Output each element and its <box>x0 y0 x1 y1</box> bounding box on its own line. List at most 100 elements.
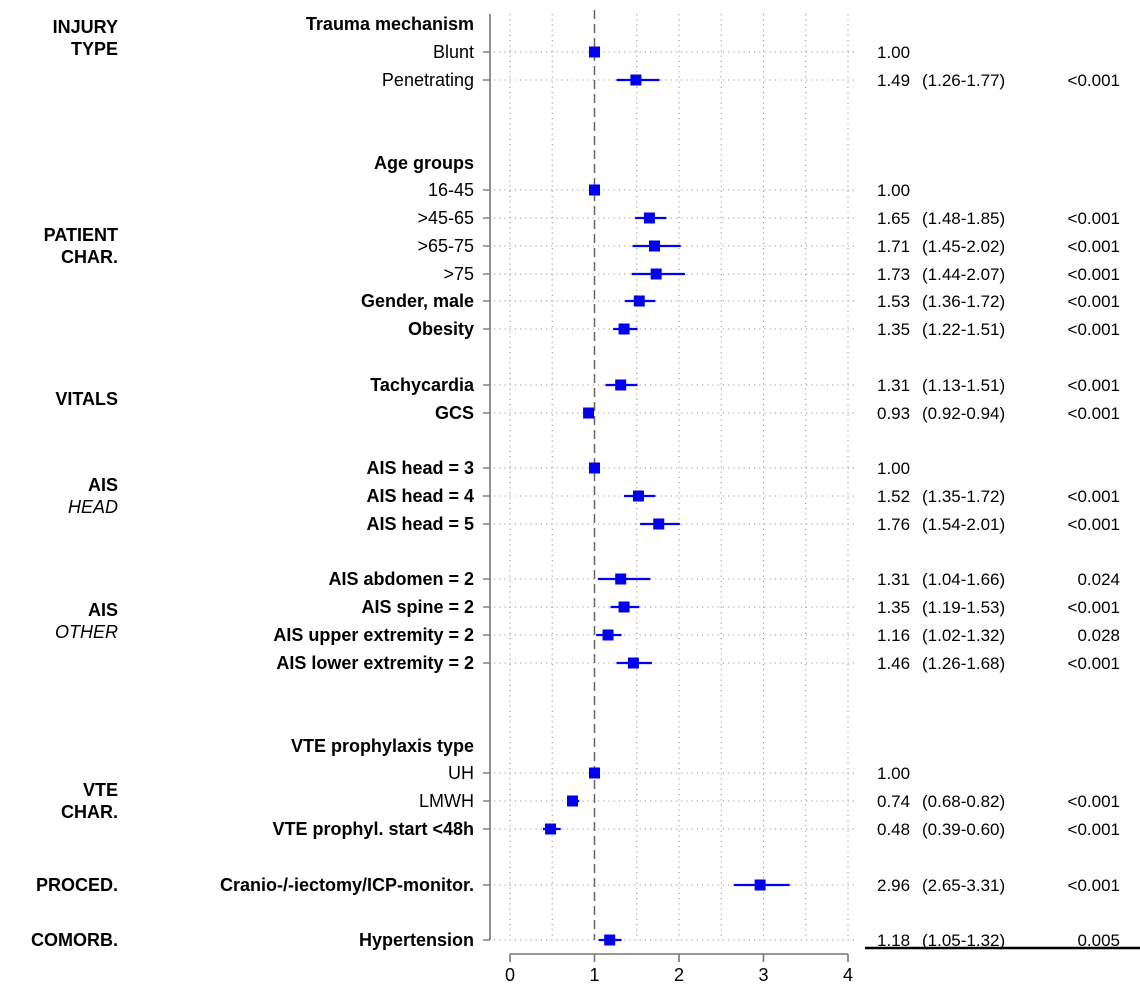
estimate-square <box>604 934 616 946</box>
ci-value: (1.44-2.07) <box>922 265 1005 284</box>
ci-value: (0.39-0.60) <box>922 820 1005 839</box>
estimate-square <box>650 268 662 280</box>
or-value: 1.49 <box>877 71 910 90</box>
estimate-marks <box>542 46 790 946</box>
or-value: 1.16 <box>877 626 910 645</box>
or-value: 1.18 <box>877 931 910 950</box>
row-label: AIS head = 5 <box>366 514 474 534</box>
group-label: INJURY <box>53 17 118 37</box>
p-value: <0.001 <box>1068 792 1120 811</box>
group-label: PROCED. <box>36 875 118 895</box>
or-value: 1.52 <box>877 487 910 506</box>
estimate-square <box>589 767 600 779</box>
group-label: AIS <box>88 600 118 620</box>
row-label: AIS head = 4 <box>366 486 474 506</box>
estimate-square <box>567 795 579 807</box>
estimate-square <box>618 601 630 613</box>
estimate-square <box>589 184 600 196</box>
estimate-square <box>633 295 645 307</box>
x-tick-label: 3 <box>758 965 768 985</box>
x-tick-label: 2 <box>674 965 684 985</box>
estimate-square <box>618 323 630 335</box>
ci-value: (1.35-1.72) <box>922 487 1005 506</box>
p-value: <0.001 <box>1068 654 1120 673</box>
p-value: <0.001 <box>1068 820 1120 839</box>
ci-value: (1.02-1.32) <box>922 626 1005 645</box>
row-label: Obesity <box>408 319 474 339</box>
p-value: <0.001 <box>1068 237 1120 256</box>
value-columns: 1.00 1.49 (1.26-1.77) <0.001 1.00 1.65 (1.48-1… <box>865 43 1140 950</box>
p-value: <0.001 <box>1068 209 1120 228</box>
group-label: CHAR. <box>61 802 118 822</box>
estimate-square <box>632 490 644 502</box>
group-label: VTE <box>83 780 118 800</box>
ci-value: (1.19-1.53) <box>922 598 1005 617</box>
row-label: VTE prophylaxis type <box>291 736 474 756</box>
estimate-square <box>653 518 665 530</box>
row-label: Penetrating <box>382 70 474 90</box>
ci-value: (1.45-2.02) <box>922 237 1005 256</box>
estimate-square <box>589 462 600 474</box>
group-label: COMORB. <box>31 930 118 950</box>
estimate-square <box>615 379 627 391</box>
x-tick-label: 0 <box>505 965 515 985</box>
row-label: AIS head = 3 <box>366 458 474 478</box>
p-value: <0.001 <box>1068 265 1120 284</box>
or-value: 1.31 <box>877 376 910 395</box>
estimate-square <box>602 629 614 641</box>
row-label: Trauma mechanism <box>306 14 474 34</box>
group-label: AIS <box>88 475 118 495</box>
row-label: Gender, male <box>361 291 474 311</box>
ci-value: (1.26-1.68) <box>922 654 1005 673</box>
or-value: 1.71 <box>877 237 910 256</box>
ci-value: (1.13-1.51) <box>922 376 1005 395</box>
or-value: 1.73 <box>877 265 910 284</box>
row-guide-lines <box>494 51 858 941</box>
or-value: 1.00 <box>877 764 910 783</box>
row-label: AIS abdomen = 2 <box>328 569 474 589</box>
group-label: CHAR. <box>61 247 118 267</box>
or-value: 1.53 <box>877 292 910 311</box>
or-value: 1.46 <box>877 654 910 673</box>
group-label: HEAD <box>68 497 118 517</box>
row-label: UH <box>448 763 474 783</box>
p-value: 0.028 <box>1077 626 1120 645</box>
ci-value: (1.04-1.66) <box>922 570 1005 589</box>
or-value: 1.35 <box>877 320 910 339</box>
row-label: AIS lower extremity = 2 <box>276 653 474 673</box>
group-label: PATIENT <box>44 225 118 245</box>
p-value: <0.001 <box>1068 320 1120 339</box>
row-label: >75 <box>443 264 474 284</box>
ci-value: (0.92-0.94) <box>922 404 1005 423</box>
axes: 0 1 2 3 4 <box>483 14 853 985</box>
x-tick-label: 4 <box>843 965 853 985</box>
estimate-square <box>630 74 642 86</box>
estimate-square <box>754 879 766 891</box>
row-label: AIS upper extremity = 2 <box>273 625 474 645</box>
or-value: 1.35 <box>877 598 910 617</box>
estimate-square <box>648 240 660 252</box>
or-value: 0.74 <box>877 792 910 811</box>
p-value: <0.001 <box>1068 876 1120 895</box>
row-label: LMWH <box>419 791 474 811</box>
estimate-square <box>627 657 639 669</box>
p-value: <0.001 <box>1068 376 1120 395</box>
p-value: <0.001 <box>1068 71 1120 90</box>
group-labels: INJURYTYPEPATIENTCHAR.VITALSAISHEADAISOT… <box>31 17 118 950</box>
row-label: AIS spine = 2 <box>361 597 474 617</box>
row-label: Age groups <box>374 153 474 173</box>
or-value: 0.93 <box>877 404 910 423</box>
p-value: 0.005 <box>1077 931 1120 950</box>
or-value: 1.76 <box>877 515 910 534</box>
ci-value: (1.54-2.01) <box>922 515 1005 534</box>
p-value: <0.001 <box>1068 292 1120 311</box>
group-label: TYPE <box>71 39 118 59</box>
or-value: 1.00 <box>877 181 910 200</box>
p-value: <0.001 <box>1068 598 1120 617</box>
row-label: >65-75 <box>417 236 474 256</box>
ci-value: (2.65-3.31) <box>922 876 1005 895</box>
or-value: 1.31 <box>877 570 910 589</box>
ci-value: (1.36-1.72) <box>922 292 1005 311</box>
or-value: 2.96 <box>877 876 910 895</box>
